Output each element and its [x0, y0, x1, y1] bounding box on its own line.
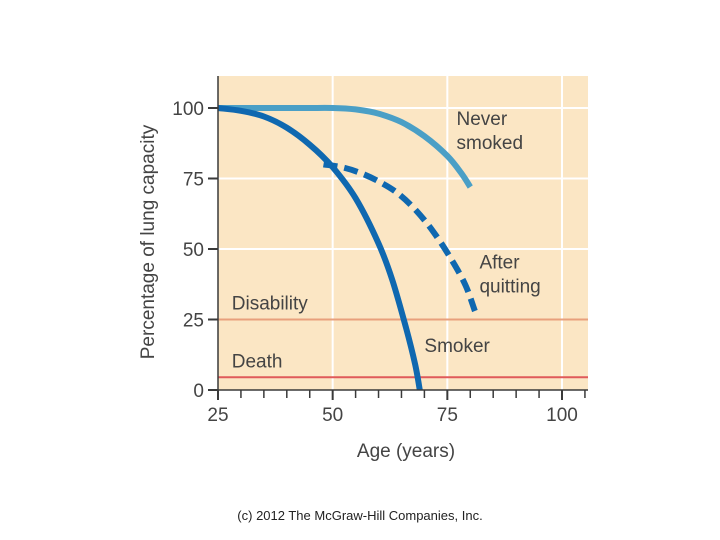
annotation-line: Death [232, 351, 283, 372]
y-tick-label: 100 [172, 99, 204, 120]
annotation-line: After [479, 253, 520, 274]
annotation-death: Death [232, 351, 283, 372]
y-tick-label: 50 [183, 240, 204, 261]
never-smoked-line [217, 104, 473, 189]
annotation-line: Never [457, 109, 508, 130]
annotation-line: quitting [479, 277, 540, 298]
x-axis-label: Age (years) [357, 441, 455, 462]
y-tick-label: 25 [183, 311, 204, 332]
annotation-never-smoked: Never smoked [457, 109, 524, 154]
annotation-line: smoked [457, 133, 524, 154]
smoker-line [217, 105, 423, 391]
annotation-disability: Disability [232, 294, 309, 315]
annotation-smoker: Smoker [424, 336, 490, 357]
y-tick-label: 0 [193, 381, 204, 402]
x-tick-label: 50 [322, 405, 343, 426]
x-tick-label: 75 [437, 405, 458, 426]
annotation-after-quitting: After quitting [479, 253, 540, 298]
copyright-footer: (c) 2012 The McGraw-Hill Companies, Inc. [237, 508, 483, 523]
annotations: Never smoked After quitting Smoker Disability… [232, 109, 541, 373]
annotation-line: Disability [232, 294, 309, 315]
plot-background [218, 76, 588, 390]
series-lines [217, 104, 478, 391]
y-axis-label: Percentage of lung capacity [138, 124, 159, 359]
x-tick-label: 100 [546, 405, 578, 426]
y-tick-label: 75 [183, 170, 204, 191]
axes [217, 76, 588, 391]
x-tick-label: 25 [207, 405, 228, 426]
annotation-line: Smoker [424, 336, 490, 357]
after-quitting-line [323, 161, 478, 313]
